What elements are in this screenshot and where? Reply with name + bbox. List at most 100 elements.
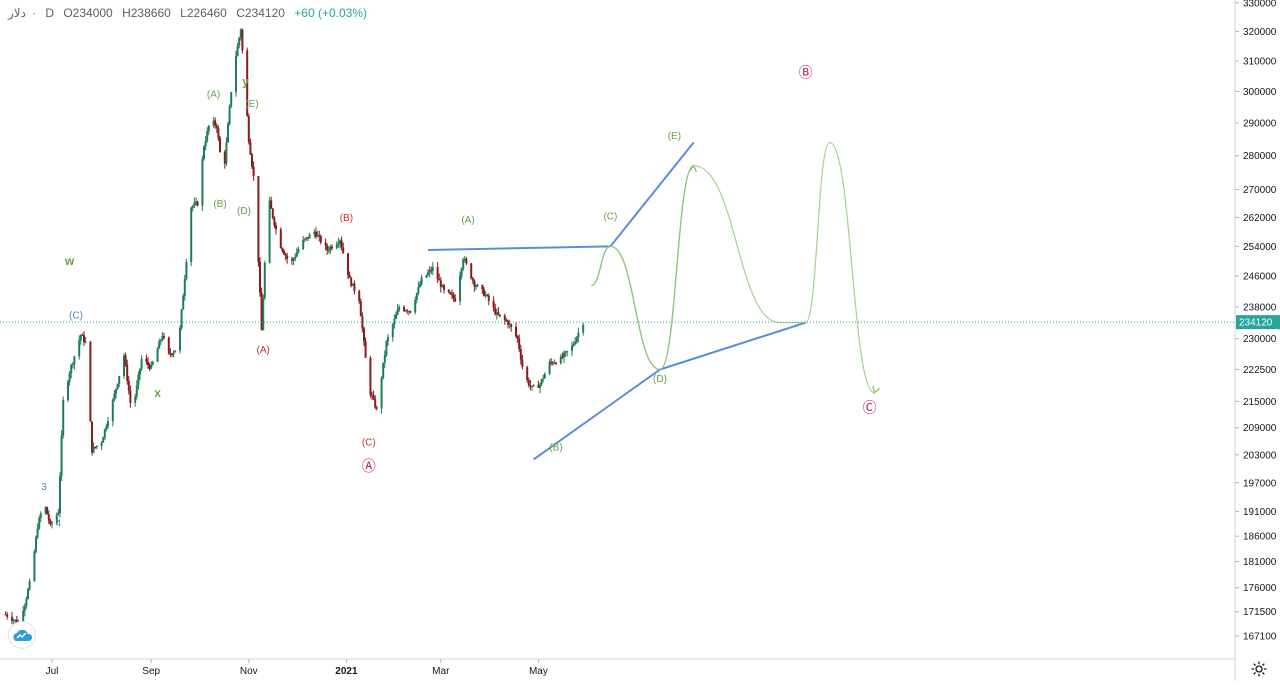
candle-body bbox=[350, 277, 353, 286]
candle-body bbox=[307, 237, 309, 239]
candle-body bbox=[531, 386, 533, 388]
candle-body bbox=[326, 245, 329, 251]
candle-body bbox=[391, 324, 394, 338]
wave-label: w bbox=[64, 254, 75, 268]
candle-body bbox=[449, 292, 452, 295]
candle-body bbox=[135, 385, 138, 397]
candle-body bbox=[262, 298, 265, 331]
candle-body bbox=[335, 244, 338, 249]
candle-body bbox=[78, 340, 81, 357]
candle-body bbox=[161, 336, 164, 340]
candle-body bbox=[459, 276, 461, 302]
candle-body bbox=[94, 446, 97, 448]
time-tick-label: Mar bbox=[432, 666, 450, 677]
candle-body bbox=[387, 337, 389, 342]
candle-body bbox=[172, 352, 175, 355]
symbol-name[interactable]: دلار bbox=[8, 6, 26, 20]
candle-body bbox=[425, 275, 428, 278]
candle-body bbox=[241, 29, 244, 51]
candle-body bbox=[561, 356, 564, 358]
candle-body bbox=[465, 258, 468, 264]
triangle-trendline[interactable] bbox=[427, 245, 611, 252]
candle-body bbox=[303, 238, 306, 240]
candle-body bbox=[361, 316, 364, 329]
wave-label: (D) bbox=[237, 206, 251, 217]
candle-body bbox=[441, 285, 444, 288]
candle-body bbox=[337, 243, 340, 245]
candle-body bbox=[476, 284, 479, 287]
open-value: O234000 bbox=[63, 6, 113, 20]
price-tick-label: 280000 bbox=[1243, 151, 1277, 162]
candle-body bbox=[182, 295, 185, 310]
candle-body bbox=[259, 261, 261, 293]
candle-body bbox=[417, 286, 420, 294]
triangle-trendline[interactable] bbox=[659, 321, 806, 371]
candle-body bbox=[302, 239, 305, 250]
candle-body bbox=[292, 258, 295, 261]
candle-body bbox=[134, 396, 137, 403]
candle-body bbox=[238, 37, 241, 46]
candle-body bbox=[481, 284, 484, 290]
candle-body bbox=[196, 201, 199, 206]
wave-label: (C) bbox=[69, 311, 83, 322]
candle-body bbox=[407, 311, 410, 313]
candle-body bbox=[559, 356, 562, 364]
candle-body bbox=[270, 200, 273, 209]
tradingview-logo-icon[interactable] bbox=[9, 622, 35, 648]
current-price-tag bbox=[1236, 315, 1280, 330]
candle-body bbox=[15, 619, 18, 624]
candle-body bbox=[230, 92, 233, 107]
candle-body bbox=[406, 310, 409, 312]
candle-body bbox=[515, 326, 517, 336]
candle-body bbox=[409, 311, 412, 313]
triangle-trendline[interactable] bbox=[533, 368, 661, 461]
candle-body bbox=[81, 334, 84, 336]
candle-body bbox=[484, 294, 487, 296]
candle-body bbox=[55, 514, 58, 524]
candle-body bbox=[158, 341, 161, 349]
wave-label: (E) bbox=[668, 131, 681, 142]
candle-body bbox=[150, 364, 153, 369]
candle-body bbox=[375, 407, 378, 409]
triangle-trendline[interactable] bbox=[609, 141, 695, 247]
candle-body bbox=[553, 362, 556, 364]
candle-body bbox=[575, 337, 578, 342]
candle-body bbox=[439, 280, 442, 288]
candle-body bbox=[118, 375, 121, 384]
candle-body bbox=[295, 252, 298, 257]
candle-body bbox=[510, 324, 513, 327]
candle-body bbox=[470, 263, 473, 279]
time-tick-label: 2021 bbox=[335, 666, 358, 677]
candle-body bbox=[59, 476, 61, 513]
candle-body bbox=[49, 520, 52, 524]
candle-body bbox=[393, 318, 396, 325]
candle-body bbox=[543, 373, 546, 379]
candle-body bbox=[129, 390, 132, 403]
candle-body bbox=[185, 261, 188, 279]
price-tick-label: 215000 bbox=[1243, 397, 1277, 408]
candle-body bbox=[225, 142, 228, 164]
candle-body bbox=[516, 335, 519, 339]
wave-label: (A) bbox=[461, 215, 474, 226]
candle-body bbox=[167, 337, 170, 354]
candle-body bbox=[308, 234, 311, 239]
interval-label[interactable]: D bbox=[45, 6, 54, 20]
candle-body bbox=[46, 507, 49, 515]
candle-body bbox=[532, 385, 535, 387]
high-value: H238660 bbox=[122, 6, 171, 20]
candle-body bbox=[548, 361, 551, 374]
price-tick-label: 230000 bbox=[1243, 334, 1277, 345]
candle-body bbox=[329, 246, 332, 251]
wave-label: Ⓐ bbox=[362, 458, 376, 474]
candle-body bbox=[79, 334, 82, 341]
candle-body bbox=[403, 307, 405, 311]
candle-body bbox=[263, 262, 266, 299]
candle-body bbox=[151, 361, 154, 365]
ohlc-legend: دلار · D O234000 H238660 L226460 C234120 … bbox=[8, 6, 373, 20]
candle-body bbox=[68, 373, 71, 382]
candle-body bbox=[284, 254, 287, 256]
gear-icon[interactable] bbox=[1250, 660, 1268, 678]
candle-body bbox=[348, 275, 351, 278]
